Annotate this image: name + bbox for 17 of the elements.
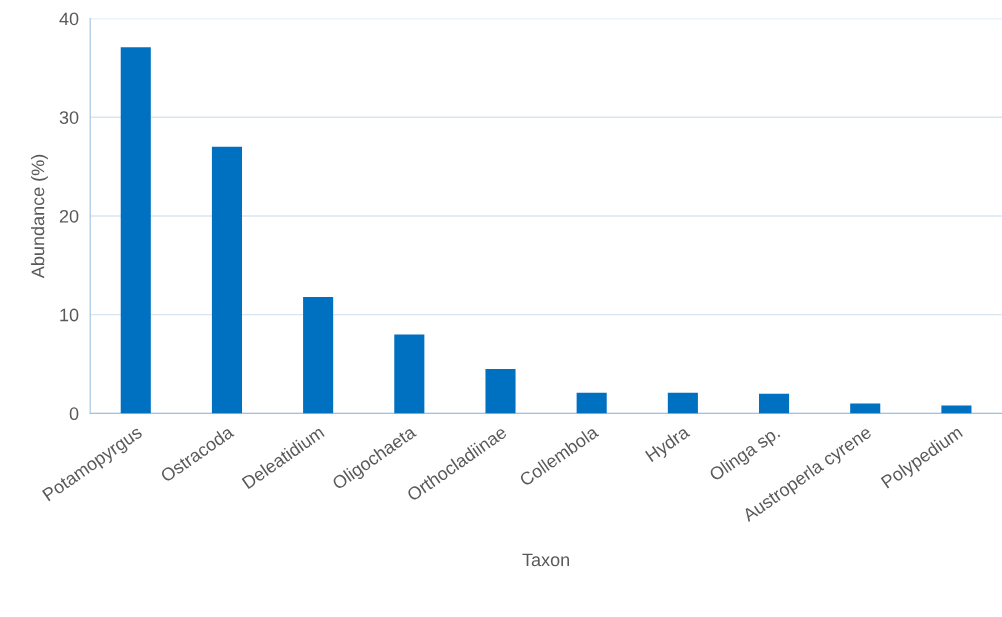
bar [211, 146, 242, 414]
bar [303, 296, 334, 414]
bar [759, 393, 790, 414]
bar [850, 403, 881, 414]
bar [667, 392, 698, 414]
bar [485, 368, 516, 414]
bar [941, 405, 972, 414]
bar [394, 334, 425, 414]
y-axis-title: Abundance (%) [31, 154, 48, 279]
y-tick-label: 20 [59, 209, 79, 223]
y-tick-label: 30 [59, 111, 79, 124]
y-tick-label: 10 [60, 308, 79, 322]
bar [576, 392, 607, 414]
x-axis-title: Taxon [522, 553, 570, 567]
y-tick-label: 40 [59, 12, 79, 26]
bar [120, 47, 151, 414]
y-tick-label: 0 [69, 407, 79, 421]
